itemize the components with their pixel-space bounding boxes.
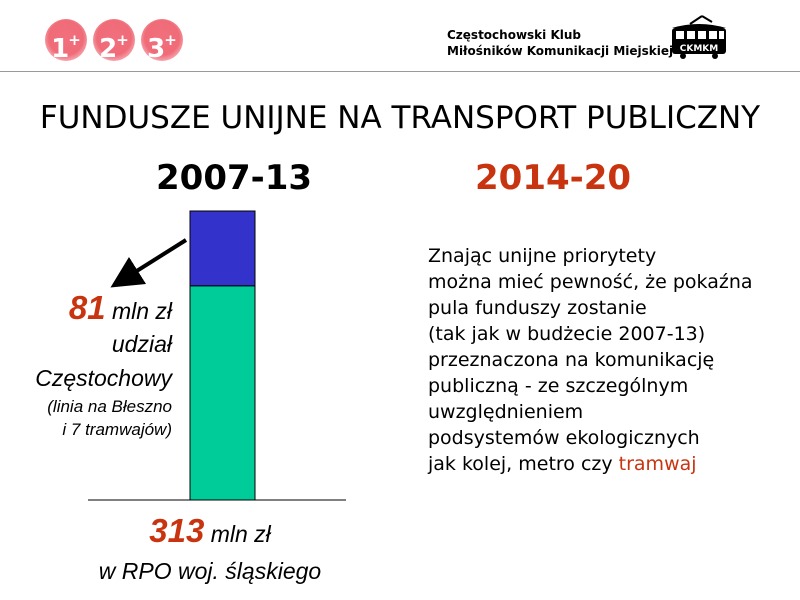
club-name: Częstochowski Klub Miłośników Komunikacj… [447, 28, 674, 58]
description-line: uwzględnieniem [428, 401, 584, 423]
bar-segment-rest [189, 285, 256, 501]
description-line: (tak jak w budżecie 2007-13) [428, 323, 706, 345]
bar-stack [189, 210, 256, 501]
badge-2plus: 2+ [93, 19, 135, 64]
annotation-line-city: Częstochowy [35, 365, 172, 391]
total-source: w RPO woj. śląskiego [98, 558, 322, 584]
description-line: można mieć pewność, że pokaźna [428, 271, 753, 293]
annotation-line-detail1: (linia na Błeszno [47, 397, 172, 416]
description-text: Znając unijne priorytety można mieć pewn… [428, 243, 753, 477]
description-line: podsystemów ekologicznych [428, 427, 700, 449]
bar-segment-czestochowa [189, 210, 256, 287]
logo-text: CKMKM [680, 44, 719, 54]
period-2007-13: 2007-13 [156, 158, 313, 198]
total-amount: 313 mln zł [149, 512, 271, 549]
page-title: FUNDUSZE UNIJNE NA TRANSPORT PUBLICZNY [39, 100, 761, 136]
badge-3plus: 3+ [141, 19, 183, 64]
highlight-tramwaj: tramwaj [618, 453, 697, 475]
tram-icon: CKMKM [672, 15, 726, 59]
annotation-line-detail2: i 7 tramwajów) [62, 420, 172, 439]
annotation-line-share: udział [111, 331, 172, 357]
period-2014-20: 2014-20 [475, 158, 632, 198]
arrow-to-annotation [110, 238, 188, 288]
description-line: publiczną - ze szczególnym [428, 375, 689, 397]
description-line: przeznaczona na komunikację [428, 349, 715, 371]
header-divider [0, 71, 800, 72]
description-line: pula funduszy zostanie [428, 297, 647, 319]
description-line-last: jak kolej, metro czy tramwaj [428, 453, 697, 475]
czestochowa-amount: 81 mln zł [68, 289, 172, 326]
badge-1plus: 1+ [45, 19, 87, 64]
description-line: Znając unijne priorytety [428, 245, 657, 267]
